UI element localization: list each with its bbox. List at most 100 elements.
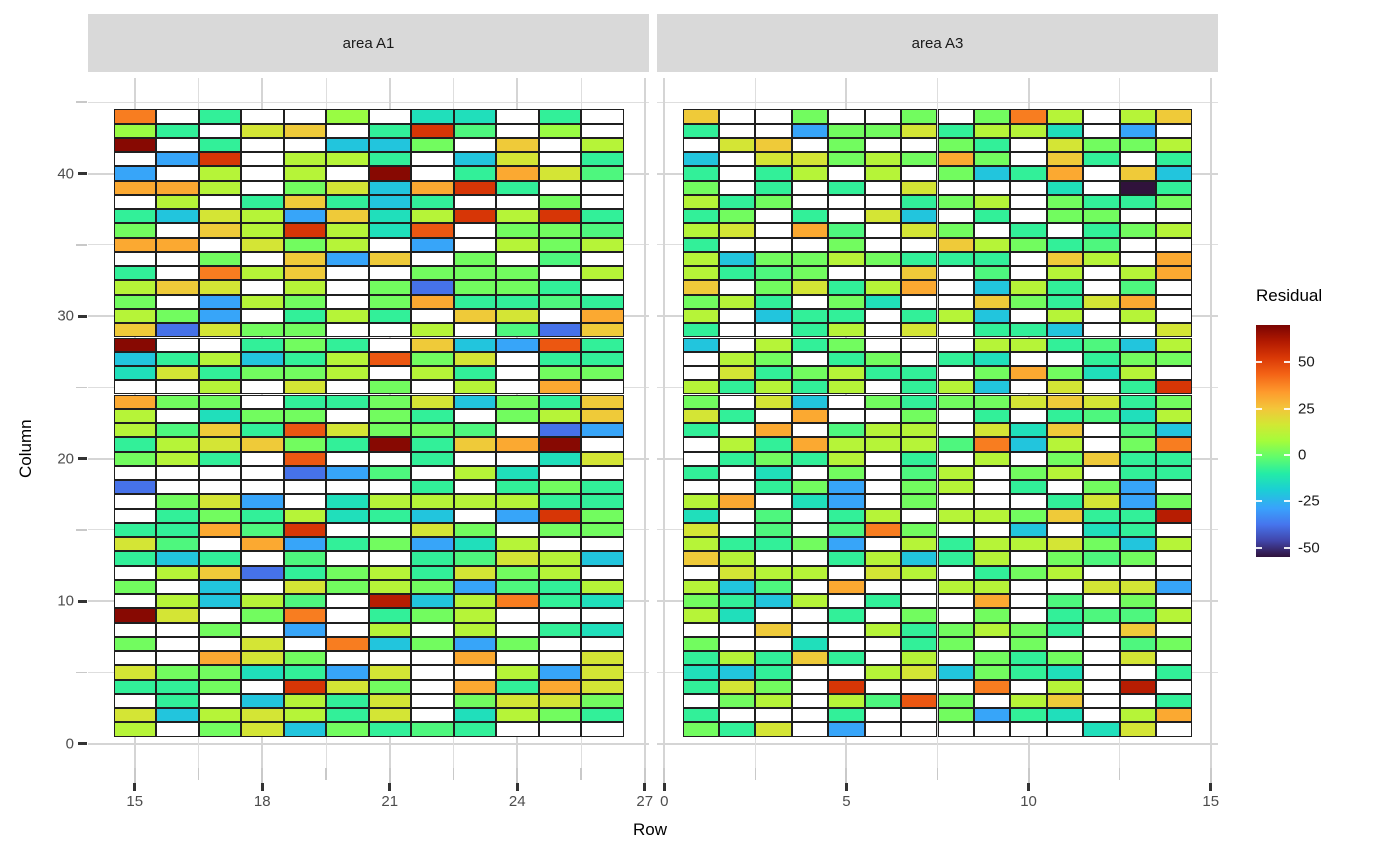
- heatmap-cell: [901, 351, 938, 366]
- heatmap-cell: [198, 480, 241, 495]
- heatmap-cell: [198, 565, 241, 580]
- heatmap-cell: [538, 266, 581, 281]
- facet-strip-a1: area A1: [88, 14, 649, 72]
- heatmap-cell: [682, 494, 719, 509]
- heatmap-cell: [283, 166, 326, 181]
- heatmap-cell: [828, 708, 865, 723]
- heatmap-cell: [1119, 708, 1156, 723]
- heatmap-cell: [453, 366, 496, 381]
- heatmap-cell: [901, 294, 938, 309]
- heatmap-cell: [1083, 166, 1120, 181]
- heatmap-cell: [241, 152, 284, 167]
- heatmap-cell: [901, 693, 938, 709]
- heatmap-cell: [326, 351, 369, 366]
- heatmap-cell: [453, 579, 496, 595]
- heatmap-cell: [283, 323, 326, 338]
- heatmap-cell: [283, 266, 326, 281]
- heatmap-cell: [1010, 137, 1047, 153]
- heatmap-cell: [496, 137, 539, 153]
- heatmap-cell: [368, 565, 411, 580]
- heatmap-cell: [1083, 309, 1120, 324]
- heatmap-cell: [682, 123, 719, 138]
- heatmap-cell: [283, 237, 326, 252]
- heatmap-cell: [453, 437, 496, 452]
- heatmap-cell: [828, 451, 865, 466]
- heatmap-cell: [241, 579, 284, 595]
- heatmap-cell: [113, 508, 156, 523]
- heatmap-cell: [368, 180, 411, 195]
- heatmap-cell: [791, 309, 829, 324]
- heatmap-cell: [1119, 608, 1156, 623]
- heatmap-cell: [973, 579, 1011, 595]
- heatmap-cell: [453, 323, 496, 338]
- heatmap-cell: [718, 537, 756, 552]
- heatmap-cell: [791, 608, 829, 623]
- heatmap-cell: [241, 608, 284, 623]
- heatmap-cell: [1119, 166, 1156, 181]
- heatmap-cell: [718, 194, 756, 210]
- heatmap-cell: [241, 351, 284, 366]
- heatmap-cell: [864, 722, 901, 737]
- heatmap-cell: [828, 679, 865, 694]
- panel-a3: [657, 78, 1218, 768]
- x-axis-tick-label: 24: [508, 793, 526, 810]
- heatmap-cell: [973, 594, 1011, 609]
- heatmap-cell: [1156, 180, 1193, 195]
- heatmap-cell: [368, 294, 411, 309]
- heatmap-cell: [937, 223, 974, 238]
- heatmap-cell: [368, 508, 411, 523]
- heatmap-cell: [326, 280, 369, 295]
- heatmap-cell: [1119, 280, 1156, 295]
- heatmap-cell: [113, 123, 156, 138]
- heatmap-cell: [538, 194, 581, 210]
- heatmap-cell: [1046, 480, 1084, 495]
- heatmap-cell: [241, 665, 284, 680]
- heatmap-cell: [1119, 309, 1156, 324]
- heatmap-cell: [682, 522, 719, 538]
- x-axis-tick: [388, 768, 391, 784]
- heatmap-cell: [156, 137, 199, 153]
- heatmap-cell: [973, 323, 1011, 338]
- heatmap-cell: [973, 622, 1011, 637]
- heatmap-cell: [113, 708, 156, 723]
- heatmap-cell: [1083, 280, 1120, 295]
- heatmap-cell: [682, 565, 719, 580]
- heatmap-cell: [581, 137, 624, 153]
- heatmap-cell: [241, 708, 284, 723]
- heatmap-cell: [901, 437, 938, 452]
- heatmap-cell: [326, 408, 369, 423]
- heatmap-cell: [198, 622, 241, 637]
- heatmap-cell: [682, 408, 719, 423]
- heatmap-cell: [718, 294, 756, 309]
- heatmap-cell: [241, 337, 284, 352]
- heatmap-cell: [113, 109, 156, 124]
- heatmap-cell: [901, 594, 938, 609]
- heatmap-cell: [453, 551, 496, 566]
- heatmap-cell: [156, 636, 199, 652]
- heatmap-cell: [1156, 537, 1193, 552]
- heatmap-cell: [368, 708, 411, 723]
- heatmap-cell: [241, 237, 284, 252]
- heatmap-cell: [937, 437, 974, 452]
- heatmap-cell: [113, 608, 156, 623]
- heatmap-cell: [538, 494, 581, 509]
- heatmap-cell: [411, 594, 454, 609]
- heatmap-cell: [1083, 323, 1120, 338]
- legend-title: Residual: [1256, 286, 1323, 305]
- heatmap-cell: [198, 722, 241, 737]
- heatmap-cell: [755, 180, 792, 195]
- heatmap-cell: [453, 651, 496, 666]
- heatmap-cell: [791, 622, 829, 637]
- heatmap-cell: [718, 722, 756, 737]
- heatmap-cell: [718, 622, 756, 637]
- heatmap-cell: [283, 465, 326, 481]
- heatmap-cell: [326, 451, 369, 466]
- heatmap-cell: [496, 651, 539, 666]
- heatmap-cell: [453, 622, 496, 637]
- heatmap-cell: [1010, 266, 1047, 281]
- heatmap-cell: [326, 323, 369, 338]
- heatmap-cell: [682, 451, 719, 466]
- x-axis-minor-tick: [754, 768, 757, 780]
- x-axis-minor-tick: [325, 768, 327, 780]
- heatmap-cell: [718, 423, 756, 438]
